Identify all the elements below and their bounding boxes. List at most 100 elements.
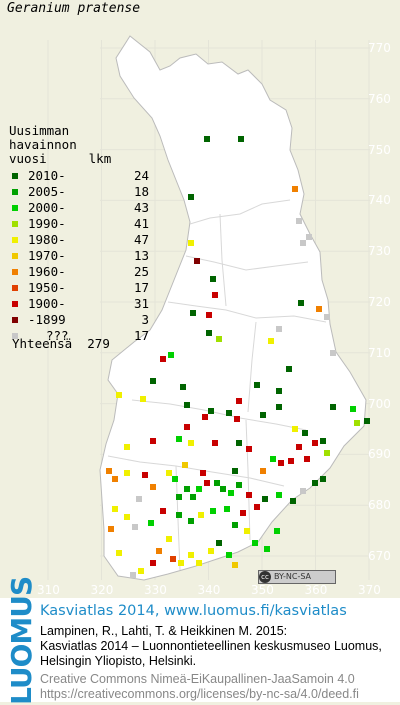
legend-label: 1950- <box>28 280 66 295</box>
observation-square <box>150 560 156 566</box>
x-axis-label: 350 <box>251 583 274 597</box>
observation-square <box>106 468 112 474</box>
observation-square <box>216 336 222 342</box>
observation-points <box>106 136 370 578</box>
observation-square <box>156 548 162 554</box>
legend-count: 47 <box>133 232 149 247</box>
observation-square <box>260 468 266 474</box>
y-axis-label: 730 <box>368 244 391 259</box>
luomus-logo: LUOMUS <box>5 576 38 705</box>
observation-square <box>246 492 252 498</box>
observation-square <box>206 330 212 336</box>
observation-square <box>184 486 190 492</box>
legend-row: 1990- 41 <box>9 216 149 232</box>
legend-swatch <box>12 253 18 259</box>
legend-swatch <box>12 317 18 323</box>
observation-square <box>204 136 210 142</box>
observation-square <box>130 572 136 578</box>
observation-square <box>312 480 318 486</box>
legend-label: 2000- <box>28 200 66 215</box>
cc-badge-text: BY-NC-SA <box>274 572 312 581</box>
observation-square <box>148 520 154 526</box>
observation-square <box>330 404 336 410</box>
legend-heading-line-1: Uusimman <box>9 123 70 138</box>
observation-square <box>150 484 156 490</box>
observation-square <box>226 552 232 558</box>
observation-square <box>172 476 178 482</box>
legend-heading-line-2: havainnon <box>9 137 77 152</box>
observation-square <box>188 440 194 446</box>
legend-total-count: 279 <box>87 336 110 351</box>
finland-map <box>47 35 370 581</box>
legend-swatch <box>12 173 18 179</box>
observation-square <box>124 444 130 450</box>
legend-count: 41 <box>133 216 149 231</box>
observation-square <box>214 480 220 486</box>
observation-square <box>188 194 194 200</box>
observation-square <box>240 510 246 516</box>
observation-square <box>296 218 302 224</box>
observation-square <box>150 378 156 384</box>
observation-square <box>196 486 202 492</box>
license-text: Creative Commons Nimeä-EiKaupallinen-Jaa… <box>40 672 359 702</box>
y-axis-label: 750 <box>368 142 391 157</box>
observation-square <box>220 486 226 492</box>
legend: 2010- 24 2005- 18 2000- 43 1990- 41 1980- 47 1970-… <box>9 168 149 344</box>
atlas-title[interactable]: Kasviatlas 2014, www.luomus.fi/kasviatla… <box>40 603 347 619</box>
observation-square <box>268 338 274 344</box>
observation-square <box>116 392 122 398</box>
observation-square <box>184 402 190 408</box>
observation-square <box>190 310 196 316</box>
observation-square <box>212 292 218 298</box>
legend-row: 2010- 24 <box>9 168 149 184</box>
citation: Lampinen, R., Lahti, T. & Heikkinen M. 2… <box>40 624 382 669</box>
observation-square <box>138 568 144 574</box>
observation-square <box>320 438 326 444</box>
legend-row: 1970- 13 <box>9 248 149 264</box>
observation-square <box>298 300 304 306</box>
observation-square <box>236 482 242 488</box>
observation-square <box>198 512 204 518</box>
legend-count: 18 <box>133 184 149 199</box>
legend-count: 24 <box>133 168 149 183</box>
observation-square <box>202 414 208 420</box>
y-axis-label: 670 <box>368 549 391 563</box>
legend-label: 1970- <box>28 248 66 263</box>
legend-row: 1960- 25 <box>9 264 149 280</box>
citation-line-1: Lampinen, R., Lahti, T. & Heikkinen M. 2… <box>40 624 288 638</box>
legend-heading: Uusimman havainnon vuosi lkm <box>9 124 111 166</box>
observation-square <box>190 494 196 500</box>
map-area: Geranium pratense Uusimman havainnon vuo… <box>7 1 391 597</box>
observation-square <box>232 562 238 568</box>
observation-square <box>292 426 298 432</box>
observation-square <box>306 234 312 240</box>
citation-line-3: Helsingin Yliopisto, Helsinki. <box>40 654 197 668</box>
observation-square <box>160 508 166 514</box>
legend-count: 31 <box>133 296 149 311</box>
x-axis-label: 340 <box>197 583 221 597</box>
observation-square <box>136 496 142 502</box>
observation-square <box>236 440 242 446</box>
observation-square <box>176 512 182 518</box>
region-borders <box>107 199 327 571</box>
observation-square <box>292 186 298 192</box>
legend-total: Yhteensä 279 <box>12 336 110 351</box>
license-line-1: Creative Commons Nimeä-EiKaupallinen-Jaa… <box>40 672 355 686</box>
observation-square <box>112 476 118 482</box>
observation-square <box>316 306 322 312</box>
legend-label: ??? <box>46 328 69 343</box>
observation-square <box>176 436 182 442</box>
observation-square <box>208 408 214 414</box>
observation-square <box>124 470 130 476</box>
observation-square <box>216 540 222 546</box>
cc-icon: cc <box>259 571 271 583</box>
observation-square <box>176 494 182 500</box>
license-line-2[interactable]: https://creativecommons.org/licenses/by-… <box>40 687 359 701</box>
y-axis-label: 770 <box>368 41 391 55</box>
legend-row: 2000- 43 <box>9 200 149 216</box>
legend-swatch <box>12 301 18 307</box>
observation-square <box>108 526 114 532</box>
observation-square <box>232 522 238 528</box>
observation-square <box>304 456 310 462</box>
observation-square <box>116 550 122 556</box>
